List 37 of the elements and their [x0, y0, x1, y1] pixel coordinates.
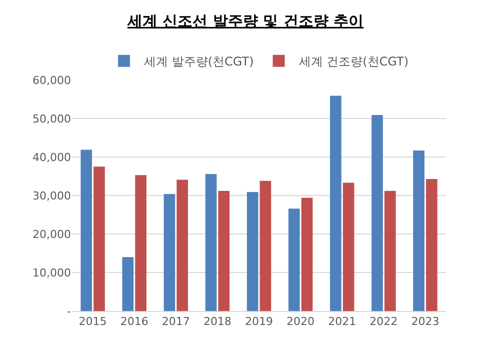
x-tick-label: 2016 [120, 315, 148, 328]
bar [413, 150, 424, 311]
bar [176, 180, 188, 311]
x-tick-label: 2018 [203, 315, 232, 328]
x-tick-label: 2023 [411, 315, 440, 328]
bar [205, 174, 217, 311]
x-tick-label: 2015 [78, 315, 107, 328]
x-tick-label: 2019 [245, 315, 273, 328]
y-tick-label: 50,000 [32, 112, 71, 126]
y-tick-label: 10,000 [32, 266, 71, 280]
legend-label: 세계 건조량(천CGT) [298, 54, 409, 69]
y-tick-label: 30,000 [32, 189, 71, 202]
bar [330, 96, 342, 311]
bar [122, 257, 134, 311]
bar [94, 166, 105, 311]
x-tick-label: 2020 [286, 315, 315, 328]
bar [288, 208, 300, 311]
bar [384, 190, 396, 311]
legend-label: 세계 발주량(천CGT) [144, 54, 254, 69]
bar [426, 178, 438, 311]
x-tick-label: 2021 [328, 315, 356, 328]
y-tick-label: 60,000 [32, 74, 71, 87]
bar [135, 175, 146, 311]
bar [80, 150, 92, 311]
bar [218, 190, 230, 311]
y-tick-label: - [67, 304, 72, 318]
bar [164, 194, 176, 311]
chart-title: 세계 신조선 발주량 및 건조량 추이 [126, 12, 364, 30]
x-tick-label: 2022 [370, 315, 398, 328]
y-tick-label: 20,000 [32, 228, 71, 241]
y-tick-label: 40,000 [32, 150, 71, 164]
bar [260, 180, 272, 311]
bar [301, 198, 313, 311]
bar [246, 192, 258, 311]
bar [342, 182, 354, 311]
x-tick-label: 2017 [162, 315, 190, 328]
bar [372, 115, 383, 311]
